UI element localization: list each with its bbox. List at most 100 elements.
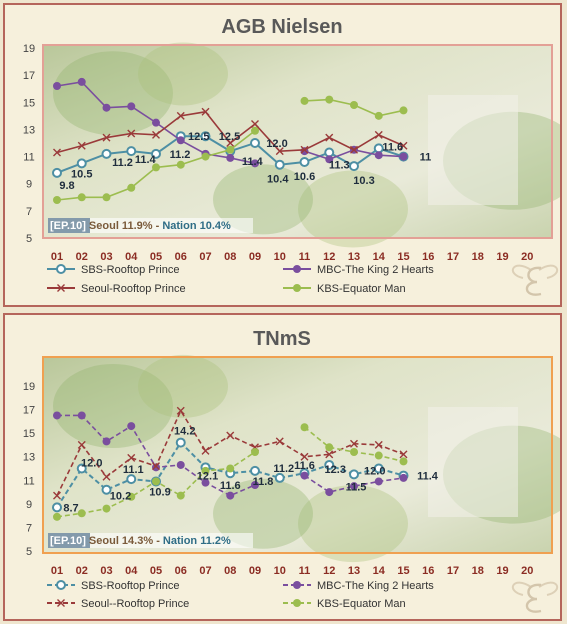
x-tick-label: 12: [323, 565, 335, 577]
x-tick-label: 03: [100, 565, 112, 577]
data-point: [374, 151, 383, 160]
foliage-shape: [298, 485, 408, 563]
data-point: [53, 196, 61, 204]
data-point: [226, 139, 235, 147]
series-seoul: [53, 107, 408, 157]
data-label: 10.4: [267, 174, 289, 186]
data-point: [201, 152, 210, 161]
legend-item-sbs: SBS-Rooftop Prince: [47, 580, 179, 592]
data-label: 11.3: [329, 160, 350, 172]
legend-item-seoul: Seoul--Rooftop Prince: [47, 598, 189, 610]
legend-marker: [293, 265, 301, 273]
agb-nielsen-chart: AGB Nielsen 5 7 9 11 13 15 17 19 01 02 03 04 05 06 07 08…: [23, 16, 560, 296]
x-tick-label: 20: [521, 251, 533, 263]
plot-border: [42, 44, 553, 239]
data-point: [102, 437, 111, 446]
data-point: [325, 95, 334, 104]
x-tick-label: 12: [323, 251, 335, 263]
series-kbs: [53, 95, 408, 204]
data-point: [152, 477, 160, 486]
data-point: [53, 411, 61, 420]
data-point: [175, 437, 186, 448]
agb-nielsen-panel: AGB Nielsen 5 7 9 11 13 15 17 19 01 02 03 04 05 06 07 08…: [3, 3, 562, 307]
legend-label: MBC-The King 2 Hearts: [317, 264, 434, 276]
badge-text-part: -: [156, 220, 163, 232]
data-point: [350, 482, 358, 491]
wing-right: [538, 264, 559, 279]
foliage-shape: [138, 42, 228, 106]
data-point: [374, 477, 383, 486]
legend-marker: [56, 580, 66, 590]
wing-right: [538, 581, 559, 596]
data-point: [349, 161, 359, 172]
foliage-shape: [298, 170, 408, 248]
y-tick-label: 7: [26, 522, 32, 534]
data-point: [325, 155, 334, 164]
badge-background: [48, 218, 253, 233]
badge-text-part: -: [156, 535, 163, 547]
x-tick-label: 04: [125, 565, 138, 577]
data-point: [300, 423, 309, 432]
data-point: [274, 472, 285, 483]
legend-label: KBS-Equator Man: [317, 598, 406, 610]
legend-item-mbc: MBC-The King 2 Hearts: [283, 264, 434, 276]
series-kbs: [53, 423, 408, 521]
data-point: [251, 481, 259, 489]
data-point: [127, 422, 136, 431]
data-point: [76, 463, 87, 474]
data-point: [399, 457, 408, 466]
data-point: [350, 145, 358, 154]
data-point: [325, 488, 334, 497]
data-point: [176, 406, 185, 415]
series-mbc: [53, 411, 408, 500]
data-point: [324, 459, 335, 470]
legend-item-kbs: KBS-Equator Man: [283, 283, 406, 295]
badge-ep-chip: [48, 533, 90, 548]
legend-label: KBS-Equator Man: [317, 283, 406, 295]
data-point: [275, 147, 284, 156]
data-point: [152, 463, 160, 472]
data-point: [399, 152, 408, 161]
x-tick-label: 20: [521, 565, 533, 577]
x-tick-label: 16: [422, 565, 434, 577]
x-tick-label: 07: [199, 565, 211, 577]
badge-ep-chip: [48, 218, 90, 233]
emblem-letter: [525, 583, 542, 613]
y-tick-label: 17: [23, 70, 35, 82]
y-tick-label: 9: [26, 499, 32, 511]
data-point: [350, 439, 358, 448]
legend-marker: [57, 599, 65, 607]
legend-marker: [57, 284, 65, 292]
data-point: [226, 153, 235, 162]
data-point: [251, 126, 259, 135]
data-point: [102, 472, 111, 481]
data-label: 11.6: [294, 460, 315, 472]
series-sbs: [52, 437, 409, 513]
data-point: [77, 509, 86, 518]
data-point: [126, 146, 137, 157]
x-tick-label: 19: [496, 251, 508, 263]
y-tick-label: 5: [26, 546, 32, 558]
data-point: [201, 466, 210, 475]
data-label: 11.5: [346, 481, 367, 493]
chart-title: TNmS: [253, 328, 311, 350]
data-point: [226, 464, 235, 473]
legend-item-mbc: MBC-The King 2 Hearts: [283, 580, 434, 592]
data-point: [152, 163, 160, 172]
chart-title: AGB Nielsen: [221, 16, 342, 38]
foliage-shape: [138, 354, 228, 418]
x-tick-label: 11: [299, 251, 311, 263]
data-point: [126, 474, 137, 485]
data-label: 11.6: [382, 141, 403, 153]
x-tick-label: 17: [447, 565, 459, 577]
data-point: [152, 462, 160, 471]
data-label: 10.2: [110, 491, 131, 503]
emblem-letter: [525, 266, 542, 296]
data-point: [350, 101, 358, 109]
y-tick-label: 11: [23, 475, 34, 487]
y-tick-label: 11: [23, 152, 34, 164]
y-tick-label: 19: [23, 43, 35, 55]
data-point: [102, 133, 111, 142]
data-point: [53, 82, 61, 90]
winged-emblem-icon: [511, 581, 559, 613]
